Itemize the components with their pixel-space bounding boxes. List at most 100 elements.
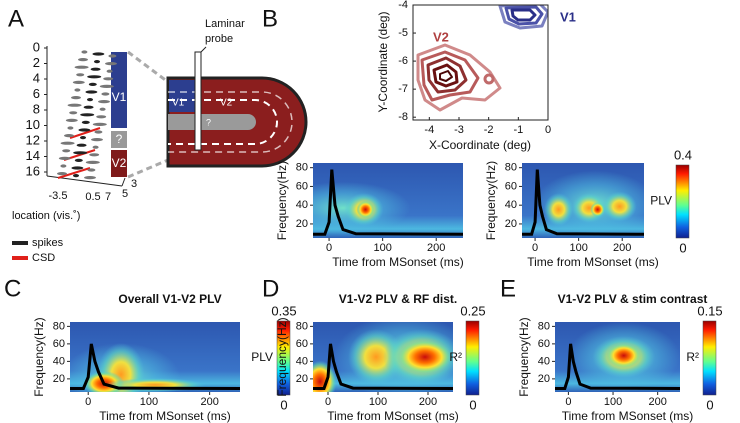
x-tick-label: 0 <box>85 396 91 408</box>
v1-label: V1 <box>560 9 576 24</box>
y-tick-label: 20 <box>53 373 65 385</box>
schematic-label: V2 <box>220 98 233 109</box>
x-tick-label: 0 <box>545 124 551 136</box>
spike <box>92 122 107 126</box>
legend-label: spikes <box>32 237 64 249</box>
heatmap-blob <box>104 378 206 392</box>
spike <box>99 107 106 111</box>
panel-a-art <box>12 46 308 260</box>
heatmap <box>313 163 463 238</box>
zoom-line <box>127 158 169 179</box>
y-tick-label: 60 <box>538 338 550 350</box>
colorbar-max: 0.15 <box>697 303 722 318</box>
y-tick-label: 80 <box>53 320 65 332</box>
heatmap-blob <box>543 193 574 226</box>
y-tick-label: 40 <box>505 199 517 211</box>
heatmap <box>313 322 453 392</box>
spike <box>74 88 81 92</box>
spike <box>58 156 71 160</box>
colorbar <box>465 320 480 396</box>
y-tick-label: 80 <box>296 162 308 174</box>
y-axis-label: Frequency(Hz) <box>275 161 289 240</box>
colorbar <box>276 320 291 396</box>
colorbar-max: 0.35 <box>271 303 296 318</box>
x-tick-label: 200 <box>419 396 437 408</box>
y-axis-label: Y-Coordinate (deg) <box>376 12 390 113</box>
ms-trace <box>555 343 680 390</box>
heatmap-blob <box>590 202 605 217</box>
panel-label: B <box>262 5 278 32</box>
spike <box>74 158 83 162</box>
x-tick-label: -4 <box>424 124 434 136</box>
colorbar-min: 0 <box>679 240 686 255</box>
y-tick-label: -8 <box>398 111 408 123</box>
depth-tick-label: 6 <box>33 86 40 101</box>
spike <box>99 84 114 88</box>
z-tick-label: 5 <box>122 188 128 200</box>
white-matter <box>168 114 256 130</box>
heatmap-blob <box>606 343 642 369</box>
y-axis-label: Frequency(Hz) <box>517 317 531 396</box>
spike <box>88 82 97 86</box>
spike <box>87 75 102 79</box>
x-tick-label: 100 <box>604 396 622 408</box>
spike <box>92 145 99 149</box>
spike <box>81 120 90 124</box>
probe-pointer <box>200 46 207 53</box>
z-axis <box>121 177 126 187</box>
spike <box>80 113 95 117</box>
depth-tick-label: 4 <box>33 70 40 85</box>
x-axis-label: location (vis.˚) <box>12 210 80 222</box>
depth-tick-label: 12 <box>26 132 40 147</box>
depth-tick-label: 0 <box>33 39 40 54</box>
heatmap-blob <box>602 191 637 222</box>
x-tick-label: 200 <box>200 396 218 408</box>
y-tick-label: 40 <box>296 199 308 211</box>
spike <box>85 90 98 94</box>
panel-title: V1-V2 PLV & RF dist. <box>339 292 457 306</box>
y-tick-label: 40 <box>296 355 308 367</box>
v1-region <box>169 80 199 112</box>
spike <box>78 128 91 132</box>
heatmap-blob <box>356 200 375 219</box>
panel-title: Overall V1-V2 PLV <box>118 292 221 306</box>
spike <box>87 98 93 102</box>
y-axis-label: Frequency(Hz) <box>32 317 46 396</box>
colorbar-max: 0.25 <box>460 303 485 318</box>
legend-label: CSD <box>32 252 55 264</box>
x-tick-label: 200 <box>427 242 445 254</box>
x-axis-label: Time from MSonset (ms) <box>332 255 464 269</box>
panel-label: C <box>4 275 21 302</box>
x-tick-label: 200 <box>613 242 631 254</box>
spike <box>73 151 88 155</box>
area-label: V1 <box>112 90 127 104</box>
spike <box>91 138 103 142</box>
spike <box>64 134 74 138</box>
area-label: V2 <box>112 156 127 170</box>
colorbar-label: PLV <box>650 194 672 208</box>
rf-contours <box>412 4 549 121</box>
ms-trace <box>522 169 644 236</box>
rf-axes-box <box>412 4 549 121</box>
depth-tick-label: 2 <box>33 55 40 70</box>
zoom-line <box>127 50 169 84</box>
spike <box>71 166 84 170</box>
depth-tick-label: 14 <box>26 148 40 163</box>
csd-trace <box>69 127 101 139</box>
colorbar <box>675 164 690 239</box>
spike <box>108 54 117 58</box>
csd-trace <box>57 167 91 179</box>
spike <box>83 105 94 109</box>
y-tick-label: -6 <box>398 55 408 67</box>
x-axis-label: Time from MSonset (ms) <box>327 409 459 423</box>
y-tick-label: 60 <box>296 180 308 192</box>
probe <box>194 51 202 151</box>
spike <box>60 141 75 145</box>
x-axis-label: Time from MSonset (ms) <box>562 409 694 423</box>
colorbar <box>702 320 717 396</box>
spike <box>62 149 71 153</box>
spike <box>85 160 100 164</box>
spike <box>94 60 100 64</box>
spike <box>96 115 107 119</box>
